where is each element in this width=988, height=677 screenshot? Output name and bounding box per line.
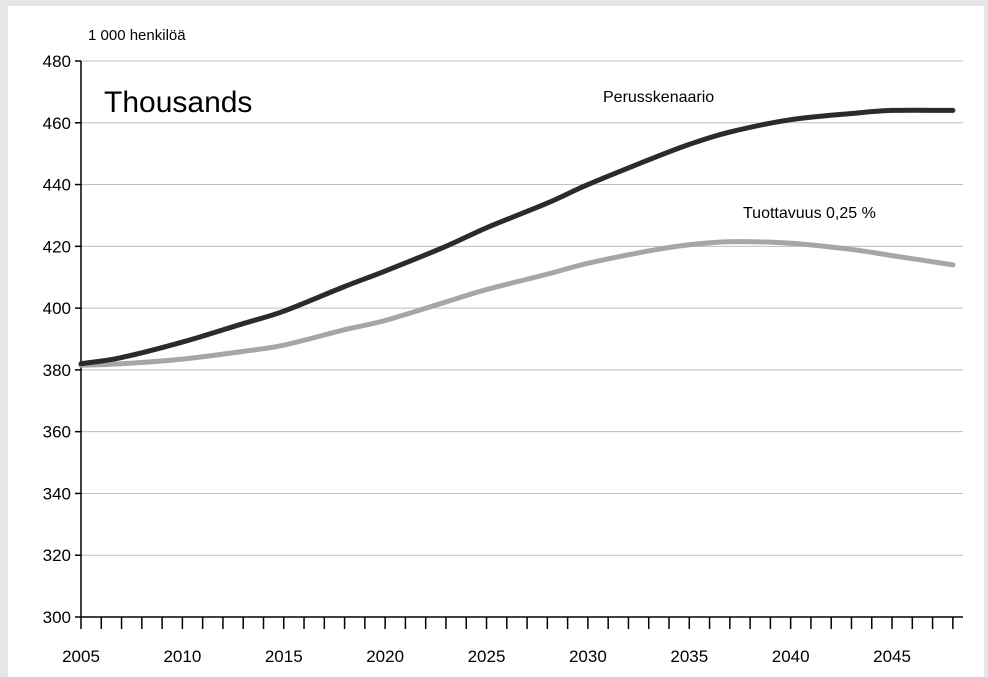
y-tick-label-380: 380: [43, 361, 71, 380]
x-tick-label-2035: 2035: [670, 647, 708, 666]
series-label-tuottavuus: Tuottavuus 0,25 %: [743, 205, 876, 222]
y-tick-label-340: 340: [43, 484, 71, 503]
y-tick-label-420: 420: [43, 237, 71, 256]
x-tick-label-2040: 2040: [772, 647, 810, 666]
axes: [75, 60, 963, 629]
x-tick-label-2015: 2015: [265, 647, 303, 666]
x-tick-label-2045: 2045: [873, 647, 911, 666]
y-tick-label-400: 400: [43, 299, 71, 318]
y-tick-labels: 300 320 340 360 380 400 420 440 460 480: [43, 52, 71, 627]
y-tick-label-300: 300: [43, 608, 71, 627]
y-tick-label-360: 360: [43, 423, 71, 442]
series-line-perusskenaario: [78, 107, 956, 367]
y-tick-label-440: 440: [43, 176, 71, 195]
x-tick-label-2030: 2030: [569, 647, 607, 666]
series-line-tuottavuus: [78, 239, 956, 368]
x-tick-labels: 2005 2010 2015 2020 2025 2030 2035 2040 2045: [62, 647, 911, 666]
series-lines: [78, 107, 956, 368]
x-tick-label-2025: 2025: [468, 647, 506, 666]
y-tick-label-460: 460: [43, 114, 71, 133]
series-label-perusskenaario: Perusskenaario: [603, 89, 714, 106]
thousands-label: Thousands: [104, 86, 252, 119]
chart-frame: 300 320 340 360 380 400 420 440 460 480 2005 2010 2…: [8, 6, 984, 677]
y-tick-label-480: 480: [43, 52, 71, 71]
y-axis-unit-label: 1 000 henkilöä: [88, 27, 186, 44]
x-tick-label-2020: 2020: [366, 647, 404, 666]
gridlines: [81, 60, 963, 556]
y-tick-label-320: 320: [43, 546, 71, 565]
x-tick-label-2005: 2005: [62, 647, 100, 666]
x-tick-label-2010: 2010: [163, 647, 201, 666]
